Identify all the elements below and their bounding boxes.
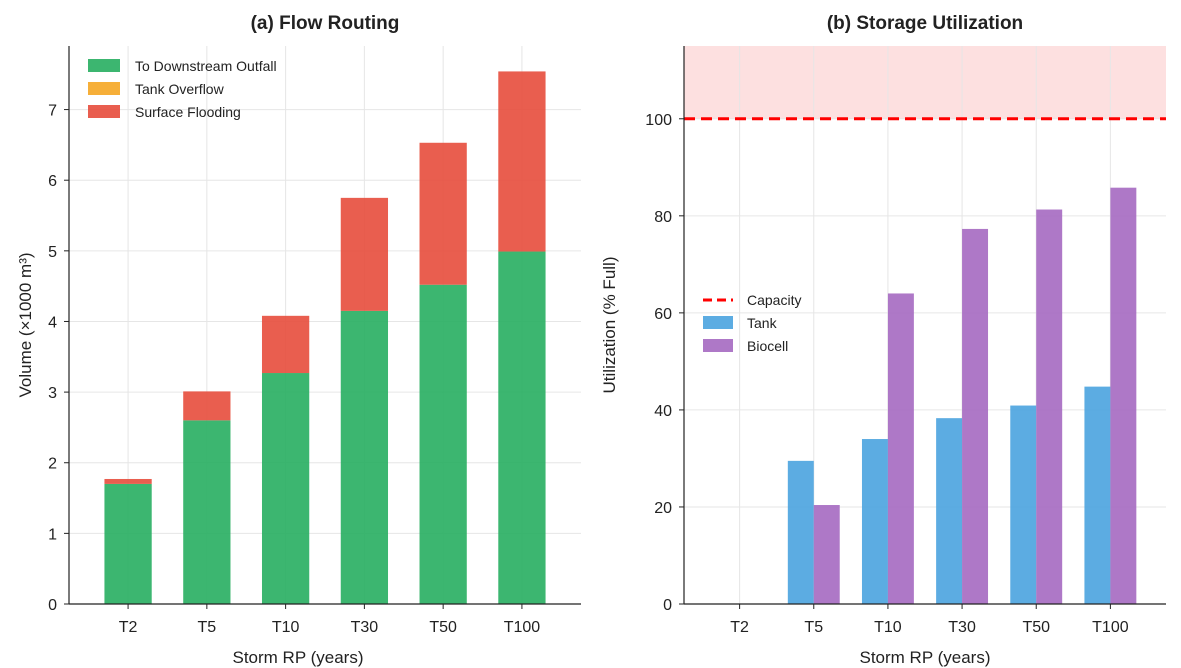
legend-label: Biocell xyxy=(747,338,788,354)
y-tick-label: 5 xyxy=(48,244,57,261)
bar-biocell xyxy=(1110,187,1137,604)
x-tick-label: T2 xyxy=(119,619,138,636)
storage-utilization-legend: Capacity Tank Biocell xyxy=(703,292,801,354)
legend-label: To Downstream Outfall xyxy=(135,58,277,74)
x-tick-label: T30 xyxy=(948,619,976,636)
bar-surface-flooding xyxy=(261,315,310,374)
bar-surface-flooding xyxy=(183,391,231,421)
y-tick-label: 40 xyxy=(654,403,672,420)
bar-to-downstream-outfall xyxy=(261,373,310,604)
y-tick-label: 60 xyxy=(654,306,672,323)
x-tick-label: T30 xyxy=(351,619,379,636)
flow-routing-x-label: Storm RP (years) xyxy=(233,648,364,667)
bar-surface-flooding xyxy=(340,197,389,311)
bar-tank xyxy=(1010,405,1037,604)
y-tick-label: 20 xyxy=(654,500,672,517)
bar-to-downstream-outfall xyxy=(340,310,389,604)
bar-to-downstream-outfall xyxy=(419,284,467,604)
flow-routing-y-label: Volume (×1000 m³) xyxy=(16,252,35,397)
storage-utilization-y-label: Utilization (% Full) xyxy=(600,257,619,394)
bar-tank xyxy=(1084,386,1111,604)
legend-swatch-tank-overflow xyxy=(88,82,120,95)
legend-swatch-biocell xyxy=(703,339,733,352)
y-tick-label: 3 xyxy=(48,385,57,402)
y-tick-label: 4 xyxy=(48,314,57,331)
bar-biocell xyxy=(887,293,914,604)
legend-label: Capacity xyxy=(747,292,801,308)
legend-swatch-tank xyxy=(703,316,733,329)
panel-storage-utilization: 0 20 40 60 80 100 T2 T5 T10 T30 T50 T100 (b) Storag… xyxy=(600,13,1166,667)
bar-tank xyxy=(936,418,963,604)
bar-surface-flooding xyxy=(104,478,152,484)
flow-routing-ticks: 0 1 2 3 4 5 6 7 T2 T5 T10 T30 T50 T100 xyxy=(48,103,540,636)
y-tick-label: 100 xyxy=(645,112,672,129)
bar-tank xyxy=(787,460,814,604)
bar-tank xyxy=(861,439,888,604)
x-tick-label: T10 xyxy=(874,619,902,636)
bar-to-downstream-outfall xyxy=(183,420,231,604)
y-tick-label: 0 xyxy=(663,597,672,614)
bar-biocell xyxy=(813,505,840,604)
bar-to-downstream-outfall xyxy=(498,251,546,604)
y-tick-label: 6 xyxy=(48,173,57,190)
flow-routing-legend: To Downstream Outfall Tank Overflow Surfac… xyxy=(88,58,277,120)
y-tick-label: 2 xyxy=(48,456,57,473)
legend-swatch-to-downstream-outfall xyxy=(88,59,120,72)
y-tick-label: 80 xyxy=(654,209,672,226)
x-tick-label: T100 xyxy=(1092,619,1129,636)
x-tick-label: T10 xyxy=(272,619,300,636)
legend-label: Tank xyxy=(747,315,778,331)
bar-biocell xyxy=(1036,209,1063,605)
bar-surface-flooding xyxy=(498,71,546,252)
x-tick-label: T50 xyxy=(1022,619,1050,636)
storage-utilization-x-label: Storm RP (years) xyxy=(860,648,991,667)
y-tick-label: 7 xyxy=(48,103,57,120)
legend-label: Surface Flooding xyxy=(135,104,241,120)
storage-utilization-ticks: 0 20 40 60 80 100 T2 T5 T10 T30 T50 T100 xyxy=(645,112,1128,636)
x-tick-label: T5 xyxy=(198,619,217,636)
legend-swatch-surface-flooding xyxy=(88,105,120,118)
storage-utilization-title: (b) Storage Utilization xyxy=(827,13,1023,34)
flow-routing-bars xyxy=(104,71,546,604)
y-tick-label: 1 xyxy=(48,526,57,543)
panel-flow-routing: 0 1 2 3 4 5 6 7 T2 T5 T10 T30 T50 T100 (a) Flow Routi… xyxy=(16,13,581,667)
y-tick-label: 0 xyxy=(48,597,57,614)
flow-routing-title: (a) Flow Routing xyxy=(251,13,400,34)
x-tick-label: T5 xyxy=(804,619,823,636)
x-tick-label: T100 xyxy=(504,619,541,636)
bar-biocell xyxy=(962,228,989,605)
legend-label: Tank Overflow xyxy=(135,81,225,97)
bar-to-downstream-outfall xyxy=(104,483,152,604)
storage-utilization-bars xyxy=(787,187,1137,605)
bar-surface-flooding xyxy=(419,142,467,285)
x-tick-label: T50 xyxy=(429,619,457,636)
x-tick-label: T2 xyxy=(730,619,749,636)
overflow-zone-band xyxy=(684,46,1166,119)
